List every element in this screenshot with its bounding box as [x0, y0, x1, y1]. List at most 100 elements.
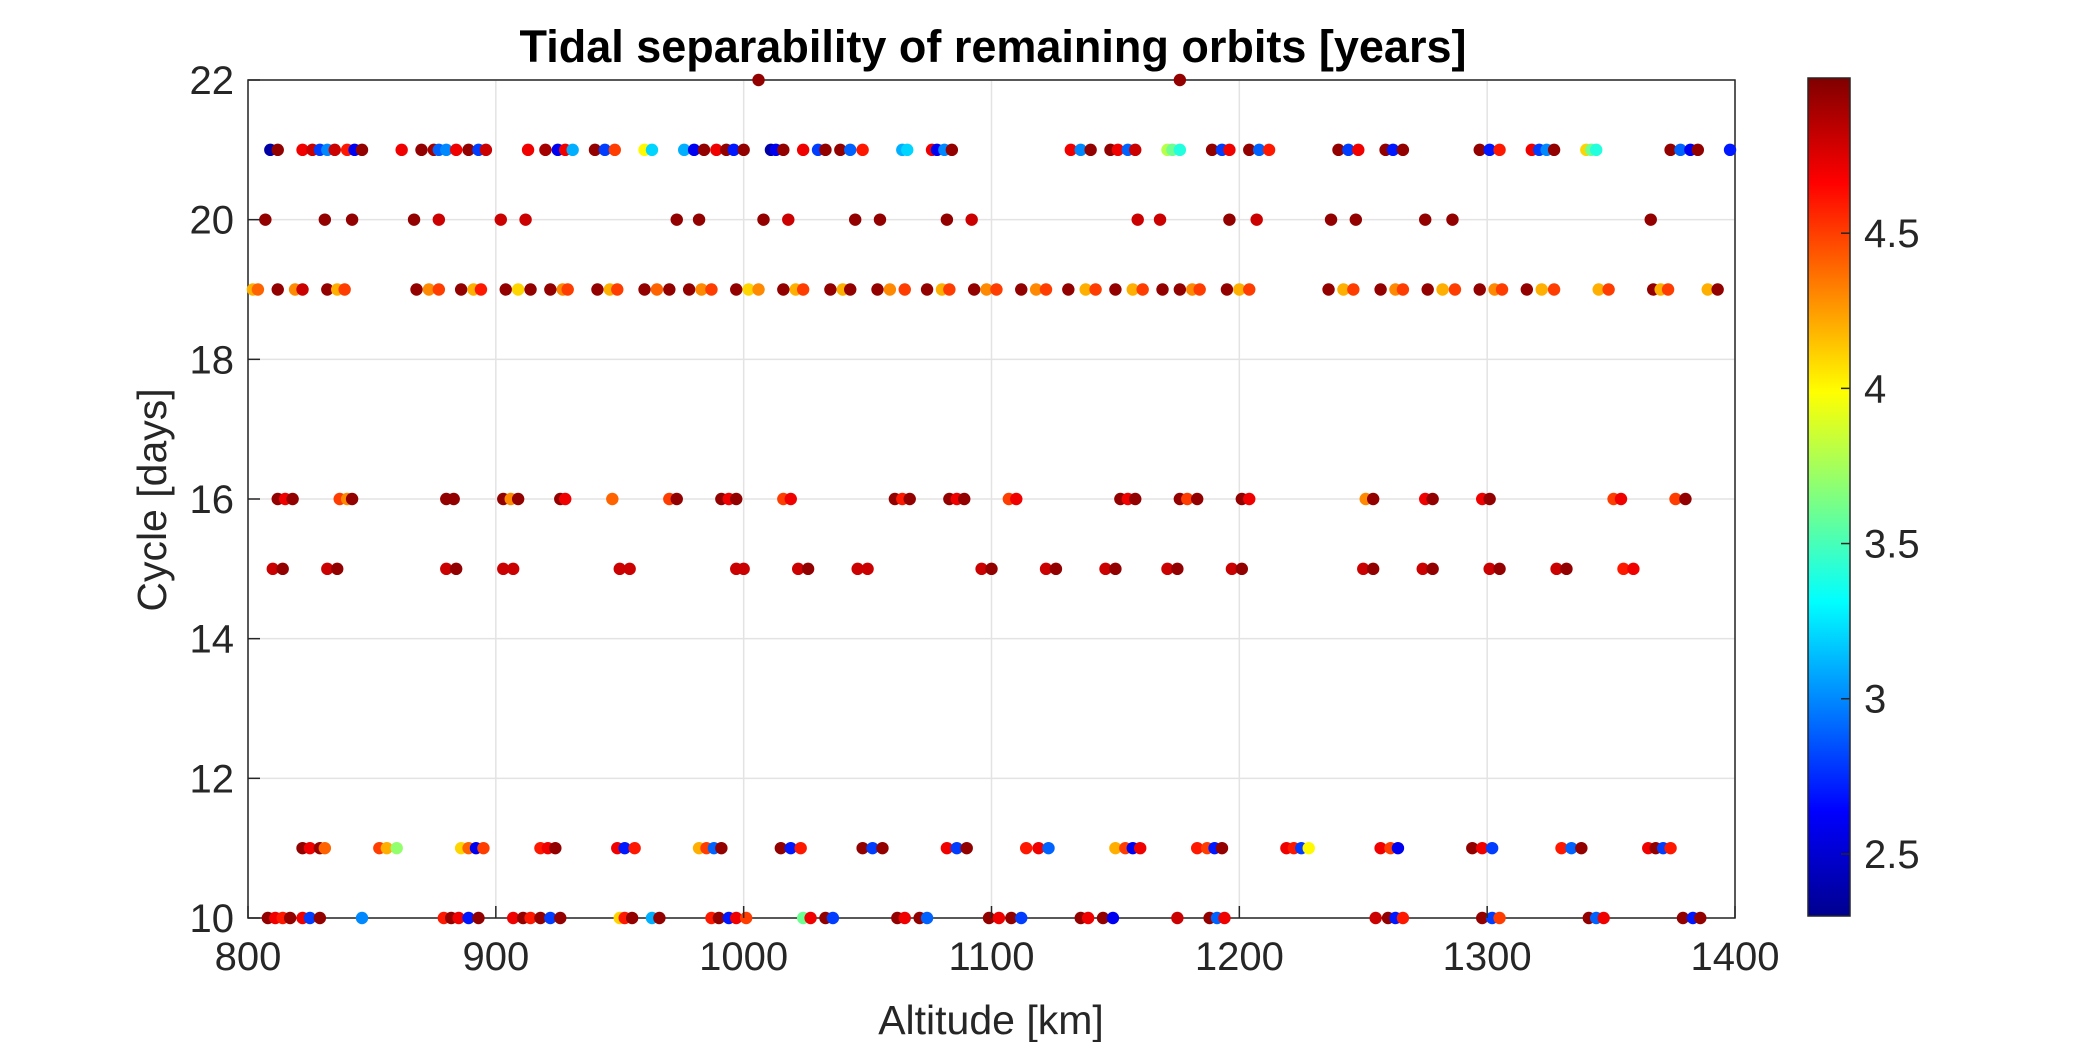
- data-point: [1723, 143, 1737, 157]
- data-point: [271, 283, 284, 296]
- data-point: [834, 143, 847, 157]
- data-point: [1369, 911, 1382, 925]
- data-point: [1560, 562, 1573, 576]
- data-point: [752, 283, 765, 296]
- data-point: [1191, 492, 1204, 506]
- data-point: [1062, 283, 1075, 296]
- x-tick-label: 1300: [1443, 935, 1532, 979]
- data-point: [318, 213, 332, 226]
- data-point: [697, 143, 711, 157]
- data-point: [824, 283, 837, 296]
- y-tick-label: 18: [190, 338, 235, 382]
- data-point: [618, 841, 631, 855]
- data-point: [511, 492, 525, 506]
- data-point: [777, 143, 790, 157]
- data-point: [1235, 562, 1249, 576]
- data-point: [554, 911, 567, 925]
- x-tick-label: 900: [462, 935, 529, 979]
- data-point: [898, 911, 911, 925]
- data-point: [901, 143, 914, 157]
- x-tick-label: 1000: [699, 935, 788, 979]
- data-point: [328, 143, 341, 157]
- data-point: [1347, 283, 1360, 296]
- data-point: [454, 283, 468, 296]
- data-point: [920, 283, 934, 296]
- data-point: [321, 562, 334, 576]
- data-point: [1342, 143, 1355, 157]
- data-point: [395, 143, 408, 157]
- data-point: [1161, 562, 1174, 576]
- data-point: [1337, 283, 1350, 296]
- data-point: [338, 283, 351, 296]
- data-point: [1220, 283, 1234, 296]
- data-point: [1010, 492, 1023, 506]
- data-point: [1374, 283, 1387, 296]
- data-point: [1426, 562, 1439, 576]
- data-point: [1079, 283, 1092, 296]
- data-point: [1473, 143, 1486, 157]
- data-point: [1352, 143, 1365, 157]
- data-point: [1590, 143, 1603, 157]
- data-point: [1109, 841, 1122, 855]
- data-point: [883, 283, 897, 296]
- data-point: [1109, 562, 1122, 576]
- data-point: [449, 143, 463, 157]
- data-point: [524, 283, 537, 296]
- data-point: [980, 283, 993, 296]
- data-point: [1391, 841, 1405, 855]
- data-point: [1153, 213, 1167, 226]
- data-point: [851, 562, 864, 576]
- data-point: [1074, 143, 1087, 157]
- data-point: [283, 911, 297, 925]
- data-point: [663, 283, 676, 296]
- data-point: [625, 911, 639, 925]
- data-point: [1374, 841, 1387, 855]
- data-point: [472, 911, 485, 925]
- data-point: [710, 143, 723, 157]
- data-point: [623, 562, 636, 576]
- data-point: [271, 143, 284, 157]
- data-point: [1421, 283, 1434, 296]
- data-point: [1173, 143, 1187, 157]
- data-point: [524, 911, 537, 925]
- data-point: [695, 283, 708, 296]
- data-point: [1691, 143, 1705, 157]
- data-point: [1233, 283, 1246, 296]
- data-point: [950, 841, 964, 855]
- data-point: [782, 213, 795, 226]
- data-point: [638, 283, 651, 296]
- data-point: [1493, 143, 1506, 157]
- data-point: [1565, 841, 1578, 855]
- data-point: [1243, 492, 1256, 506]
- data-point: [477, 841, 490, 855]
- data-point: [876, 841, 889, 855]
- data-point: [705, 283, 718, 296]
- data-point: [1495, 283, 1509, 296]
- data-point: [1225, 562, 1239, 576]
- x-tick-label: 1200: [1195, 935, 1284, 979]
- data-point: [479, 143, 493, 157]
- data-point: [499, 283, 512, 296]
- data-point: [757, 213, 770, 226]
- data-point: [985, 562, 998, 576]
- x-axis-label: Altitude [km]: [878, 997, 1104, 1042]
- data-point: [940, 213, 954, 226]
- data-point: [1547, 283, 1561, 296]
- data-point: [494, 213, 507, 226]
- data-point: [462, 911, 475, 925]
- data-point: [1039, 283, 1053, 296]
- y-tick-label: 22: [190, 59, 235, 103]
- data-point: [1483, 143, 1496, 157]
- x-tick-label: 1100: [948, 935, 1034, 979]
- y-tick-label: 12: [190, 757, 235, 801]
- data-point: [737, 143, 750, 157]
- data-point: [653, 911, 666, 925]
- y-axis-label: Cycle [days]: [129, 388, 175, 611]
- data-point: [965, 213, 978, 226]
- data-point: [856, 143, 869, 157]
- gridlines: [247, 79, 1736, 919]
- data-point: [777, 283, 790, 296]
- data-point: [1156, 283, 1169, 296]
- data-point: [1483, 492, 1496, 506]
